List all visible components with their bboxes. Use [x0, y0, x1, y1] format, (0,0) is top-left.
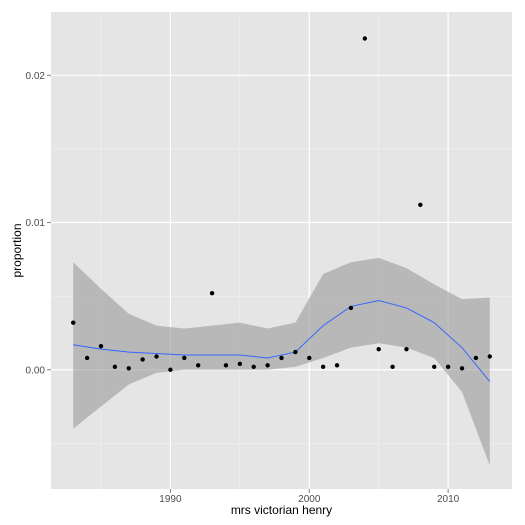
x-axis-title: mrs victorian henry: [231, 503, 332, 517]
data-point-2013: [487, 354, 492, 359]
data-point-1997: [265, 363, 270, 368]
plot-panel: [51, 12, 512, 489]
grid-minor: [51, 12, 512, 489]
data-point-1990: [168, 367, 173, 372]
data-point-1988: [140, 357, 145, 362]
data-point-1985: [98, 343, 104, 349]
x-tick-label-0: 1990: [159, 494, 182, 505]
data-point-2005: [376, 346, 381, 352]
y-tick-label-2: 0.02: [26, 71, 46, 82]
data-point-1996: [251, 364, 256, 370]
data-point-1993: [209, 290, 215, 296]
data-point-2009: [432, 364, 437, 370]
data-point-1991: [182, 355, 187, 361]
x-axis-ticks: 1990 2000 2010: [159, 489, 460, 505]
smooth-line: [73, 300, 491, 382]
data-point-2007: [404, 346, 409, 352]
data-point-2002: [334, 363, 340, 368]
data-point-1984: [84, 355, 90, 361]
grid-major: [51, 12, 512, 489]
data-point-1989: [154, 354, 159, 359]
x-tick-label-1: 2000: [298, 494, 321, 505]
y-axis-ticks: 0.00 0.01 0.02: [26, 71, 51, 376]
data-point-2008: [418, 202, 423, 208]
y-tick-label-1: 0.01: [26, 218, 46, 229]
x-tick-label-2: 2010: [437, 494, 460, 505]
data-point-1987: [126, 366, 131, 371]
data-point-1983: [71, 320, 76, 325]
data-point-2010: [445, 364, 451, 370]
confidence-ribbon: [73, 257, 490, 466]
data-point-1986: [112, 364, 118, 370]
y-tick-label-0: 0.00: [26, 365, 46, 376]
data-point-2006: [390, 364, 395, 370]
data-point-2004: [362, 36, 368, 41]
data-point-2003: [348, 305, 354, 311]
data-point-2011: [459, 366, 465, 371]
data-point-1998: [279, 355, 284, 361]
data-point-1999: [293, 349, 298, 355]
data-points: [71, 36, 492, 372]
data-point-2000: [307, 355, 312, 361]
data-point-1994: [223, 363, 229, 368]
y-axis-title: proportion: [10, 223, 24, 277]
data-point-1992: [195, 363, 201, 368]
data-point-1995: [237, 361, 243, 367]
data-point-2001: [320, 364, 326, 370]
data-point-2012: [473, 355, 479, 361]
